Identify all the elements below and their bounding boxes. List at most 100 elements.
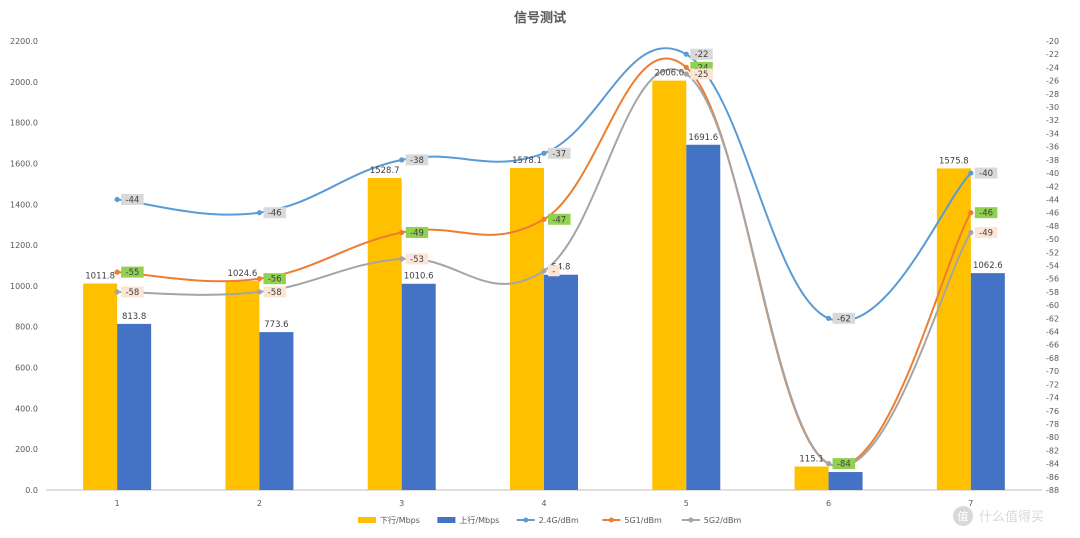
x-tick-label: 1 xyxy=(115,499,120,508)
bar xyxy=(367,178,402,490)
line-data-label-bg xyxy=(832,458,856,470)
series-point xyxy=(683,71,689,77)
x-tick-label: 4 xyxy=(541,499,546,508)
legend-label: 5G2/dBm xyxy=(704,516,742,525)
y-left-tick-label: 800.0 xyxy=(15,323,38,332)
legend-label: 5G1/dBm xyxy=(624,516,662,525)
legend: 下行/Mbps 上行/Mbps 2.4G/dBm 5G1/dBm 5G2/dBm xyxy=(358,515,741,525)
line-data-label-bg xyxy=(832,312,856,324)
line-data-label-bg xyxy=(548,265,560,277)
y-right-tick-label: -60 xyxy=(1046,301,1059,310)
line-data-label: -37 xyxy=(552,149,566,159)
series-point xyxy=(256,210,263,216)
bar-data-label: 1011.8 xyxy=(85,272,115,282)
y-left-tick-label: 0.0 xyxy=(25,486,38,495)
bar-data-label: 773.6 xyxy=(264,320,288,330)
series-point xyxy=(968,210,974,216)
y-right-tick-label: -70 xyxy=(1046,367,1059,376)
line-data-label-bg xyxy=(974,167,998,179)
y-right-tick-label: -24 xyxy=(1046,63,1059,72)
line-data-label: -40 xyxy=(979,169,993,179)
line-data-label-bg xyxy=(690,68,713,80)
x-tick-label: 6 xyxy=(826,499,831,508)
line-data-label: -55 xyxy=(125,268,139,278)
y-right-tick-label: -52 xyxy=(1046,248,1059,257)
y-left-tick-label: 200.0 xyxy=(15,445,38,454)
y-right-tick-label: -20 xyxy=(1046,37,1059,46)
data-labels: 1011.8 1024.6 1528.7 1578.1 2006.0 115.1 1575.… xyxy=(85,48,1003,470)
bar xyxy=(544,274,578,490)
bar xyxy=(117,323,152,490)
y-right-tick-label: -68 xyxy=(1046,354,1059,363)
bar-data-label: 54.8 xyxy=(552,263,571,273)
bar xyxy=(652,80,687,491)
smzdm-logo-glyph: 值 xyxy=(958,510,969,523)
y-left-tick-label: 1400.0 xyxy=(10,200,38,209)
line-data-label: -46 xyxy=(979,209,993,219)
legend-swatch xyxy=(437,517,456,523)
y-right-tick-label: -40 xyxy=(1046,169,1059,178)
y-right-tick-label: -42 xyxy=(1046,182,1059,191)
series-point xyxy=(541,216,547,222)
y-left-tick-label: 400.0 xyxy=(15,404,38,413)
y-right-tick-label: -46 xyxy=(1046,209,1059,218)
y-left-tick-label: 1000.0 xyxy=(10,282,38,291)
y-right-tick-label: -28 xyxy=(1046,90,1059,99)
bar xyxy=(401,283,436,490)
bar xyxy=(794,466,829,490)
y-right-tick-label: -38 xyxy=(1046,156,1059,165)
bar-data-label: 813.8 xyxy=(122,312,146,322)
line-data-label-bg xyxy=(974,207,998,219)
line-data-label: -49 xyxy=(410,228,424,238)
bar-data-label: 115.1 xyxy=(799,455,823,465)
y-right-tick-label: -86 xyxy=(1046,473,1059,482)
bar xyxy=(510,167,544,490)
line-data-label-bg xyxy=(690,61,713,73)
line-data-label-bg xyxy=(405,253,429,265)
y-right-tick-label: -56 xyxy=(1046,275,1059,284)
series-point xyxy=(399,229,405,236)
bar-data-label: 1528.7 xyxy=(370,166,400,176)
x-tick-label: 5 xyxy=(684,499,689,508)
series-point xyxy=(399,157,405,163)
line-data-label: -49 xyxy=(979,228,993,238)
y-right-tick-label: -82 xyxy=(1046,446,1059,455)
series-point xyxy=(683,51,689,57)
line-data-label: -62 xyxy=(837,314,851,324)
series-point xyxy=(968,229,974,236)
smzdm-logo-icon xyxy=(953,506,973,526)
y-right-tick-label: -34 xyxy=(1046,129,1059,138)
line-data-label-bg xyxy=(121,193,144,205)
legend-label: 2.4G/dBm xyxy=(539,516,579,525)
watermark-text: 什么值得买 xyxy=(979,509,1044,525)
y-right-tick-label: -78 xyxy=(1046,420,1059,429)
bar xyxy=(83,283,118,490)
y-right-tick-label: -44 xyxy=(1046,195,1059,204)
y-right-tick-label: -62 xyxy=(1046,314,1059,323)
legend-marker xyxy=(688,517,694,523)
y-right-tick-label: -32 xyxy=(1046,116,1059,125)
x-tick-label: 2 xyxy=(257,499,262,508)
line-data-label-bg xyxy=(405,154,429,166)
series-point xyxy=(825,460,832,467)
bar-data-label: 1024.6 xyxy=(228,269,258,279)
y-left-tick-label: 1600.0 xyxy=(10,159,38,168)
line-data-label: -46 xyxy=(268,209,282,219)
line-data-label: -58 xyxy=(125,288,139,298)
y-right-tick-label: -30 xyxy=(1046,103,1059,112)
series-point xyxy=(256,276,263,282)
series-point xyxy=(399,256,405,262)
y-right-tick-label: -64 xyxy=(1046,328,1059,337)
y-left-tick-label: 1800.0 xyxy=(10,119,38,128)
legend-label: 上行/Mbps xyxy=(459,515,499,525)
line-data-label-bg xyxy=(121,266,144,278)
bar xyxy=(970,273,1005,490)
line-data-label: -53 xyxy=(410,255,424,265)
line-data-label-bg xyxy=(263,207,286,219)
axes: 0.0 200.0 400.0 600.0 800.0 1000.0 1200.0 1400.… xyxy=(10,37,1059,508)
x-tick-label: 7 xyxy=(968,499,973,508)
line-data-label-bg xyxy=(548,147,571,159)
series-point xyxy=(256,289,263,295)
y-right-tick-label: -76 xyxy=(1046,407,1059,416)
